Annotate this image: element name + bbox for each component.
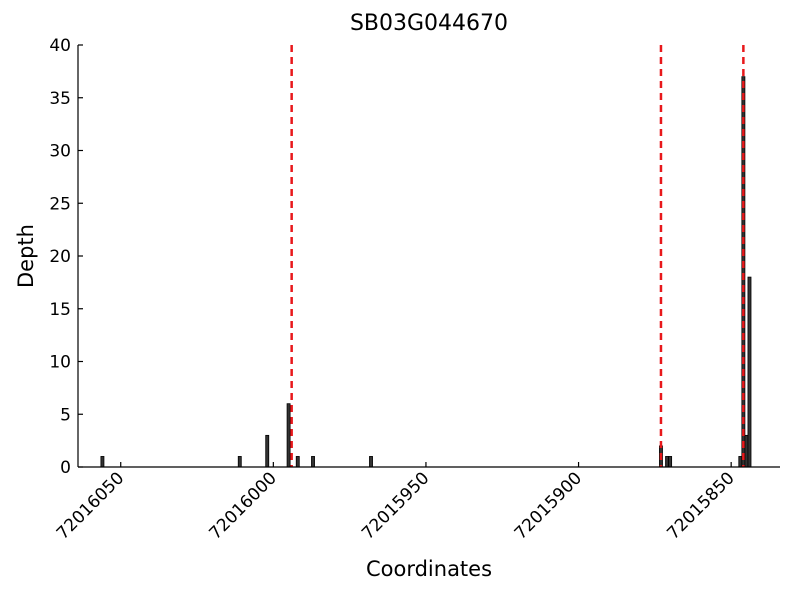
bar [738, 456, 743, 468]
bar [665, 456, 669, 468]
bar [747, 276, 752, 468]
bar [311, 456, 315, 468]
x-tick-label: 72015950 [358, 468, 433, 543]
bar [668, 456, 673, 468]
x-axis-label: Coordinates [366, 557, 492, 581]
x-tick-label: 72015850 [663, 468, 738, 543]
chart-title: SB03G044670 [350, 11, 508, 36]
bar [744, 434, 749, 468]
y-tick-label: 0 [60, 458, 71, 478]
y-axis-label: Depth [14, 224, 38, 288]
y-tick-label: 15 [49, 300, 71, 320]
y-tick-label: 30 [49, 142, 71, 162]
y-tick-label: 35 [49, 89, 71, 109]
bar [369, 456, 373, 468]
y-tick-label: 5 [60, 405, 71, 425]
bar [295, 456, 300, 468]
y-tick-label: 20 [49, 247, 71, 267]
bar [100, 456, 105, 468]
bar [265, 434, 270, 468]
x-tick-label: 72016050 [53, 468, 128, 543]
bar [237, 456, 242, 468]
bar [286, 403, 291, 468]
x-tick-label: 72016000 [206, 468, 281, 543]
y-tick-label: 10 [49, 353, 71, 373]
y-tick-label: 40 [49, 36, 71, 56]
x-tick-label: 72015900 [511, 468, 586, 543]
y-tick-label: 25 [49, 194, 71, 214]
